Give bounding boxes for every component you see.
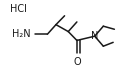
Text: N: N <box>91 31 98 41</box>
Text: H₂N: H₂N <box>12 29 31 39</box>
Text: HCl: HCl <box>10 4 27 14</box>
Text: O: O <box>73 57 81 67</box>
